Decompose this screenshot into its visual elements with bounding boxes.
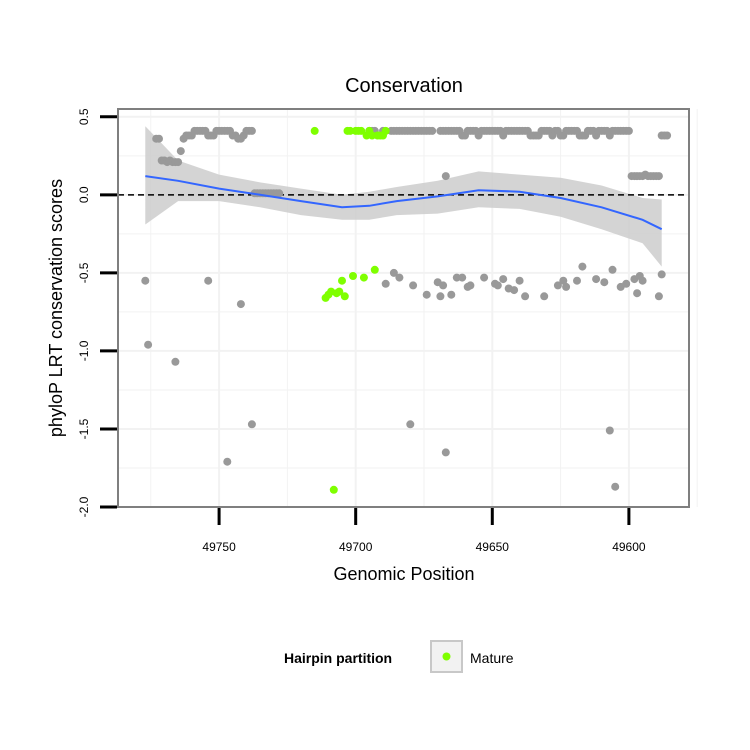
y-tick-label: -1.5 <box>77 418 91 439</box>
data-point-other <box>515 276 524 285</box>
data-point-other <box>510 286 519 295</box>
data-point-mature <box>335 287 344 296</box>
data-point-mature <box>357 126 366 135</box>
data-point-other <box>236 300 245 309</box>
data-point-other <box>171 357 180 366</box>
data-point-mature <box>340 292 349 301</box>
data-point-other <box>493 281 502 290</box>
data-point-other <box>204 276 213 285</box>
y-tick-label: 0.0 <box>77 186 91 203</box>
data-point-other <box>441 448 450 457</box>
plot-panel <box>117 108 698 508</box>
x-tick-label: 49600 <box>612 540 646 554</box>
smooth-ribbon-group <box>145 126 662 267</box>
smooth-line <box>145 175 663 231</box>
y-axis: 0.5 0.0 -0.5 -1.0 -1.5 -2.0 <box>77 108 117 517</box>
data-point-mature <box>329 485 338 494</box>
data-point-other <box>247 420 256 429</box>
legend-key-mature <box>442 652 451 661</box>
y-axis-title: phyloP LRT conservation scores <box>46 179 66 437</box>
data-point-other <box>458 273 467 282</box>
x-axis-title: Genomic Position <box>333 564 474 584</box>
data-point-mature <box>381 126 390 135</box>
data-point-other <box>439 281 448 290</box>
data-point-other <box>521 292 530 301</box>
data-point-other <box>578 262 587 271</box>
data-point-other <box>553 281 562 290</box>
y-tick-label: -0.5 <box>77 262 91 283</box>
data-point-other <box>422 290 431 299</box>
data-point-other <box>223 457 232 466</box>
data-point-other <box>406 420 415 429</box>
y-tick-label: 0.5 <box>77 108 91 125</box>
data-point-other <box>155 134 163 143</box>
x-tick-label: 49700 <box>339 540 373 554</box>
data-point-other <box>633 289 642 298</box>
data-point-other <box>600 278 609 287</box>
data-point-other <box>562 282 571 291</box>
points-group <box>141 126 672 494</box>
legend: Hairpin partition Mature <box>284 640 514 673</box>
data-point-other <box>409 281 418 290</box>
data-point-other <box>638 276 647 285</box>
data-point-other <box>540 292 549 301</box>
data-point-other <box>441 172 450 181</box>
data-point-other <box>247 126 256 135</box>
data-point-other <box>559 276 568 285</box>
data-point-mature <box>310 126 319 135</box>
data-point-other <box>144 340 153 349</box>
data-point-other <box>605 426 614 435</box>
chart-title: Conservation <box>345 75 463 97</box>
x-tick-label: 49750 <box>202 540 236 554</box>
data-point-other <box>622 279 631 288</box>
x-axis: 49750 49700 49650 49600 <box>202 508 646 554</box>
x-tick-label: 49650 <box>476 540 510 554</box>
legend-label-mature: Mature <box>470 650 514 666</box>
data-point-other <box>573 276 581 285</box>
data-point-other <box>608 265 617 274</box>
data-point-other <box>381 279 390 288</box>
data-point-mature <box>359 273 368 282</box>
data-point-other <box>428 126 437 135</box>
panel-background <box>118 109 689 507</box>
data-point-other <box>624 126 633 135</box>
data-point-mature <box>338 276 346 285</box>
panel-border <box>117 108 690 508</box>
data-point-other <box>176 147 185 156</box>
data-point-other <box>657 270 666 279</box>
data-point-mature <box>346 126 355 135</box>
data-point-other <box>141 276 150 285</box>
data-point-other <box>499 275 508 284</box>
data-point-other <box>275 189 284 198</box>
data-point-other <box>480 273 489 282</box>
smooth-confidence-ribbon <box>145 126 662 267</box>
data-point-other <box>654 292 663 301</box>
y-tick-label: -2.0 <box>77 496 91 517</box>
data-point-other <box>466 281 475 290</box>
data-point-other <box>663 131 672 140</box>
data-point-other <box>436 292 445 301</box>
data-point-other <box>174 158 183 167</box>
data-point-other <box>447 290 456 299</box>
smooth-line-group <box>145 175 663 231</box>
y-tick-label: -1.0 <box>77 340 91 361</box>
data-point-mature <box>370 265 379 274</box>
data-point-mature <box>349 272 357 280</box>
legend-title: Hairpin partition <box>284 650 392 666</box>
data-point-other <box>592 275 601 284</box>
data-point-other <box>389 268 398 277</box>
data-point-other <box>611 482 620 491</box>
data-point-other <box>395 273 404 282</box>
data-point-other <box>654 172 663 181</box>
